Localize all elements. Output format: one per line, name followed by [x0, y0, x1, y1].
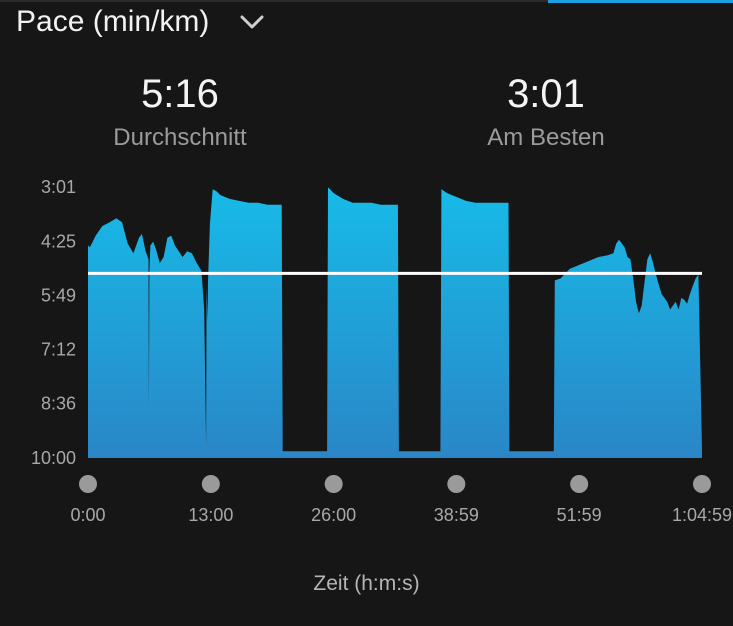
y-tick-label: 8:36: [41, 394, 76, 414]
best-pace-value: 3:01: [507, 72, 585, 116]
chevron-down-icon: [240, 15, 264, 29]
x-tick-handle: [201, 475, 220, 493]
average-pace-label: Durchschnitt: [113, 124, 247, 151]
best-pace-label: Am Besten: [487, 124, 605, 151]
average-pace-stat: 5:16 Durchschnitt: [50, 72, 310, 152]
x-tick-label: 13:00: [188, 505, 233, 525]
x-tick-handle: [693, 475, 711, 493]
y-tick-label: 10:00: [31, 448, 76, 468]
metric-selector[interactable]: Pace (min/km): [16, 2, 265, 42]
pace-chart[interactable]: 3:01 4:25 5:49 7:12 8:36 10:00 0:00 13:00 26:00 3…: [0, 170, 733, 550]
x-tick-label: 0:00: [70, 505, 105, 525]
x-tick-handle: [79, 475, 97, 493]
x-tick-label: 51:59: [557, 505, 602, 525]
y-tick-label: 7:12: [41, 339, 76, 359]
x-tick-label: 1:04:59: [672, 505, 732, 525]
x-tick-label: 38:59: [434, 505, 479, 525]
x-tick-handle: [447, 475, 466, 493]
metric-title: Pace (min/km): [16, 5, 210, 38]
y-tick-label: 3:01: [41, 177, 76, 197]
x-tick-handle: [570, 475, 589, 493]
x-tick-label: 26:00: [311, 505, 356, 525]
active-tab-indicator: [548, 0, 733, 3]
x-axis-title: Zeit (h:m:s): [313, 572, 420, 595]
x-tick-handle: [324, 475, 343, 493]
y-tick-label: 4:25: [41, 231, 76, 251]
pace-area: [88, 187, 702, 458]
best-pace-stat: 3:01 Am Besten: [416, 72, 676, 152]
y-tick-label: 5:49: [41, 286, 76, 306]
average-pace-value: 5:16: [141, 72, 219, 116]
top-divider: [0, 0, 548, 2]
